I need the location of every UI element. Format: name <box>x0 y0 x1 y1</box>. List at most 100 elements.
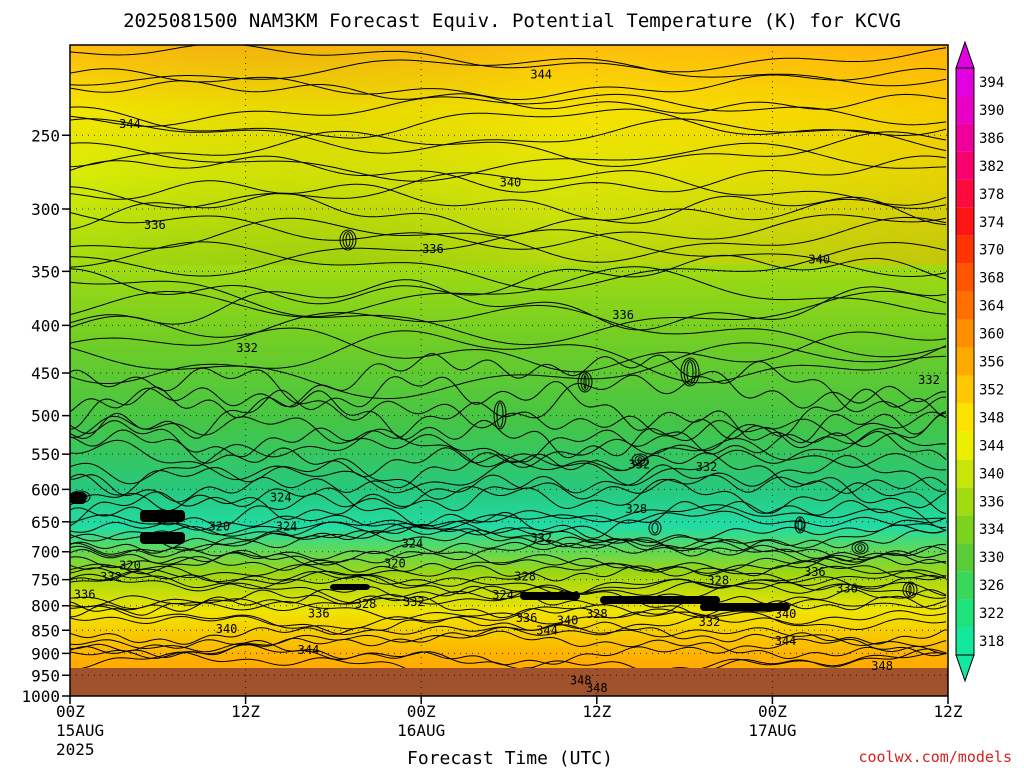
isoline-62 <box>70 630 947 660</box>
colorbar-swatch-352 <box>956 375 974 404</box>
colorbar-swatch-390 <box>956 95 974 124</box>
isoline-0 <box>70 45 947 73</box>
colorbar-label-318: 318 <box>979 634 1004 650</box>
colorbar-label-386: 386 <box>979 131 1004 147</box>
isoline-17 <box>70 254 947 305</box>
isoline-21 <box>70 304 947 358</box>
isoline-38 <box>70 482 947 539</box>
isoline-55 <box>70 585 947 617</box>
y-tick-label-900: 900 <box>31 644 60 663</box>
contour-label-3: 336 <box>144 218 166 232</box>
isoline-52 <box>70 570 947 602</box>
contour-features <box>70 229 918 611</box>
pressure-axis: 1000 950 900 850 800 750 700 650 600 550 500 450 400… <box>21 126 70 706</box>
colorbar-swatch-344 <box>956 431 974 460</box>
contour-blob-3-0 <box>339 229 357 251</box>
colorbar-label-390: 390 <box>979 103 1004 119</box>
colorbar-swatch-318 <box>956 627 974 655</box>
isoline-60 <box>70 616 947 645</box>
dense-contour-band-6 <box>700 603 790 611</box>
colorbar-swatch-322 <box>956 599 974 628</box>
y-tick-label-550: 550 <box>31 445 60 464</box>
colorbar-swatch-326 <box>956 571 974 600</box>
colorbar-label-382: 382 <box>979 159 1004 175</box>
contour-label-14: 324 <box>276 520 298 534</box>
contour-blob-6-1 <box>854 543 866 553</box>
x-tick-label-0-l3: 2025 <box>56 740 95 759</box>
colorbar-label-394: 394 <box>979 75 1004 91</box>
isoline-2 <box>70 67 947 101</box>
contour-blob-3-1 <box>342 231 354 249</box>
dense-contour-band-1 <box>140 532 185 544</box>
isoline-56 <box>70 588 947 619</box>
x-tick-label-48-l1: 00Z <box>758 702 787 721</box>
isoline-16 <box>70 241 947 291</box>
contour-blob-7-1 <box>797 518 803 532</box>
colorbar-label-368: 368 <box>979 271 1004 287</box>
isoline-58 <box>70 604 947 631</box>
contour-label-5: 340 <box>808 253 830 267</box>
colorbar-label-364: 364 <box>979 299 1004 315</box>
isoline-42 <box>70 520 947 551</box>
isoline-57 <box>70 595 947 625</box>
isoline-5 <box>70 106 947 139</box>
colorbar-swatch-336 <box>956 487 974 516</box>
isoline-20 <box>70 290 947 346</box>
x-axis-label: Forecast Time (UTC) <box>407 748 613 768</box>
contour-label-27: 332 <box>403 595 425 609</box>
colorbar-swatch-348 <box>956 403 974 432</box>
contour-label-15: 332 <box>530 531 552 545</box>
contour-label-30: 328 <box>586 607 608 621</box>
colorbar-label-326: 326 <box>979 578 1004 594</box>
dense-contour-band-5 <box>600 596 720 604</box>
isoline-1 <box>70 58 947 87</box>
colorbar-swatch-368 <box>956 263 974 292</box>
contour-blob-3-2 <box>345 233 351 247</box>
contour-label-1: 344 <box>119 117 141 131</box>
colorbar-swatch-340 <box>956 459 974 488</box>
colorbar-bottom-arrow <box>955 654 975 683</box>
colorbar-swatch-364 <box>956 291 974 320</box>
isoline-40 <box>70 510 947 542</box>
colorbar-label-334: 334 <box>979 522 1004 538</box>
dense-contour-band-0 <box>140 510 185 522</box>
contour-label-9: 332 <box>628 457 650 471</box>
y-tick-label-1000: 1000 <box>21 687 60 706</box>
contour-label-39: 348 <box>871 659 893 673</box>
isoline-51 <box>70 564 947 597</box>
isoline-7 <box>70 130 947 168</box>
colorbar-swatch-330 <box>956 543 974 572</box>
dense-contour-band-3 <box>330 584 370 590</box>
contour-blob-4-0 <box>648 520 662 536</box>
colorbar-label-356: 356 <box>979 355 1004 371</box>
contour-label-41: 348 <box>586 681 608 695</box>
contour-blob-11-2 <box>908 585 912 595</box>
contour-label-32: 336 <box>516 611 538 625</box>
contour-blob-8-2 <box>583 375 587 389</box>
contour-blob-5-2 <box>686 361 694 383</box>
isoline-24 <box>70 342 946 400</box>
contour-blob-10-1 <box>634 455 646 465</box>
colorbar-label-370: 370 <box>979 243 1004 259</box>
x-tick-label-0-l1: 00Z <box>56 702 85 721</box>
y-tick-label-450: 450 <box>31 364 60 383</box>
isoline-61 <box>70 624 947 653</box>
colorbar-swatch-334 <box>956 515 974 544</box>
x-tick-label-12-l1: 12Z <box>231 702 260 721</box>
contour-label-40: 348 <box>570 673 592 687</box>
contour-label-4: 336 <box>422 242 444 256</box>
colorbar-swatch-378 <box>956 179 974 208</box>
isoline-54 <box>70 581 947 612</box>
colorbar-frame <box>955 67 975 656</box>
contour-label-24: 336 <box>74 587 96 601</box>
isoline-14 <box>70 216 947 263</box>
y-tick-label-650: 650 <box>31 513 60 532</box>
isoline-18 <box>70 266 947 318</box>
contour-label-11: 324 <box>270 490 292 504</box>
colorbar-swatch-386 <box>956 123 974 152</box>
colorbar-swatch-370 <box>956 235 974 264</box>
isoline-4 <box>70 93 947 127</box>
colorbar: 318 322 326 330 334 336 340 344 348 352 356 360 364 3… <box>955 40 1004 683</box>
